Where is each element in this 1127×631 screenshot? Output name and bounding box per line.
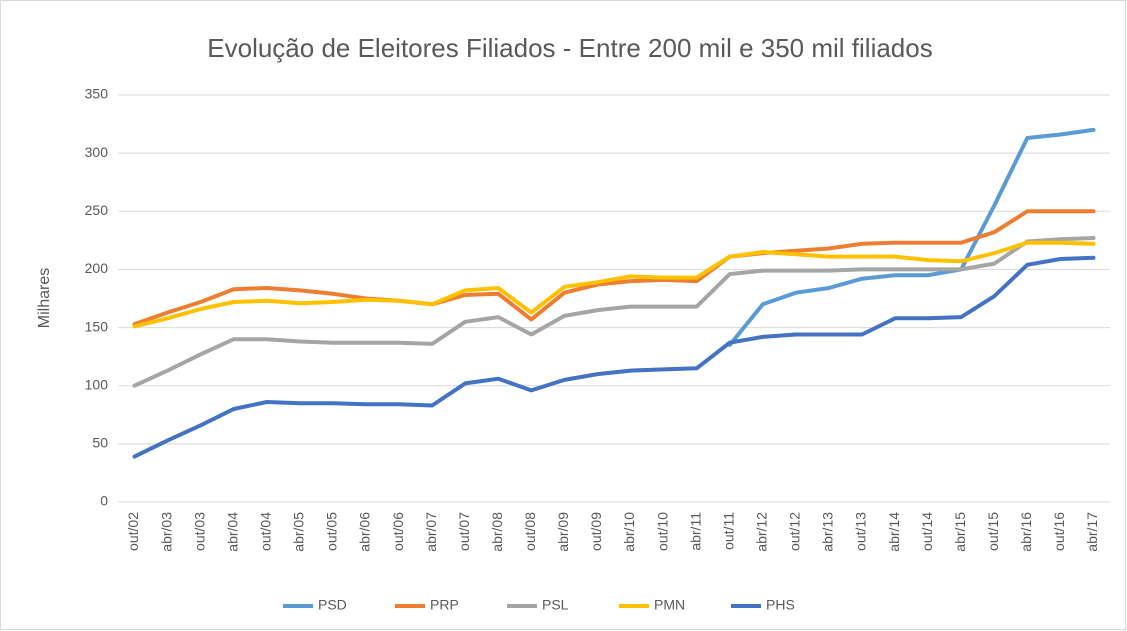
y-tick-label: 100 xyxy=(85,376,109,392)
x-tick-label: abr/15 xyxy=(952,512,968,552)
y-tick-label: 50 xyxy=(92,435,108,451)
x-tick-label: out/07 xyxy=(456,512,472,551)
x-tick-label: abr/03 xyxy=(158,512,174,552)
x-tick-label: abr/09 xyxy=(555,512,571,552)
x-tick-label: out/05 xyxy=(324,512,340,551)
series-line xyxy=(132,236,1096,388)
x-tick-label: abr/11 xyxy=(687,512,703,551)
x-tick-label: out/13 xyxy=(853,512,869,551)
x-tick-label: out/09 xyxy=(588,512,604,551)
x-tick-label: out/12 xyxy=(787,512,803,551)
x-tick-label: abr/13 xyxy=(820,512,836,552)
series-line xyxy=(727,127,1096,347)
x-tick-label: abr/10 xyxy=(621,512,637,552)
x-tick-label: abr/04 xyxy=(224,512,240,552)
x-tick-label: out/08 xyxy=(522,512,538,551)
x-tick-label: abr/16 xyxy=(1018,512,1034,552)
x-tick-label: out/10 xyxy=(654,512,670,551)
y-tick-label: 150 xyxy=(85,318,109,334)
x-tick-label: out/14 xyxy=(919,512,935,551)
legend-label: PHS xyxy=(766,597,795,613)
y-tick-label: 200 xyxy=(85,260,109,276)
legend-label: PRP xyxy=(430,597,459,613)
y-tick-label: 300 xyxy=(85,144,109,160)
x-tick-label: out/02 xyxy=(125,512,141,551)
x-tick-label: out/03 xyxy=(191,512,207,551)
x-tick-label: abr/14 xyxy=(886,512,902,552)
series-line xyxy=(132,209,1096,327)
x-tick-label: abr/07 xyxy=(423,512,439,552)
x-tick-label: abr/06 xyxy=(357,512,373,552)
legend-label: PMN xyxy=(654,597,685,613)
legend-label: PSL xyxy=(542,597,569,613)
legend-label: PSD xyxy=(318,597,347,613)
x-tick-label: abr/17 xyxy=(1084,512,1100,552)
y-tick-label: 350 xyxy=(85,86,109,102)
x-tick-label: out/16 xyxy=(1051,512,1067,551)
x-tick-label: out/11 xyxy=(720,512,736,550)
x-tick-label: out/06 xyxy=(390,512,406,551)
series-line xyxy=(132,255,1096,459)
chart-title: Evolução de Eleitores Filiados - Entre 2… xyxy=(207,33,932,63)
x-tick-label: abr/05 xyxy=(291,512,307,552)
y-tick-label: 250 xyxy=(85,202,109,218)
x-tick-label: out/04 xyxy=(258,512,274,551)
y-axis-label: Milhares xyxy=(36,268,53,328)
series-line xyxy=(132,240,1096,329)
x-tick-label: out/15 xyxy=(985,512,1001,551)
y-tick-label: 0 xyxy=(100,493,108,509)
x-tick-label: abr/12 xyxy=(754,512,770,552)
x-tick-label: abr/08 xyxy=(489,512,505,552)
